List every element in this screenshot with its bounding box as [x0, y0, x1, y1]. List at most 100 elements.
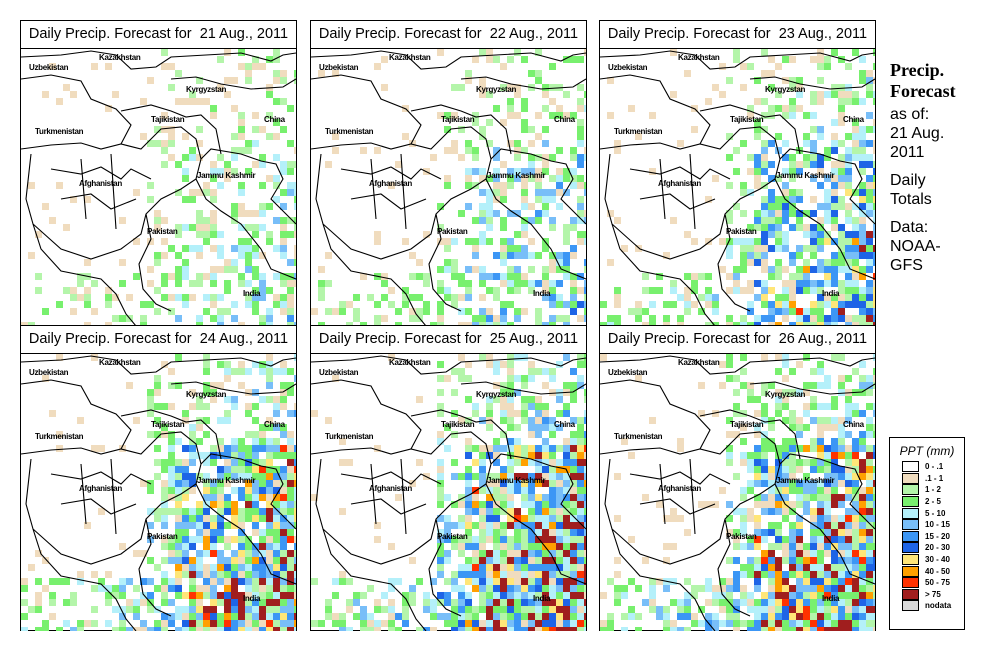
precip-cell	[472, 543, 479, 550]
precip-cell	[238, 620, 245, 627]
precip-cell	[245, 431, 252, 438]
panel-title: Daily Precip. Forecast for 24 Aug., 2011	[21, 326, 296, 354]
precip-cell	[542, 322, 549, 326]
precip-cell	[161, 522, 168, 529]
precip-cell	[402, 599, 409, 606]
caption-daily: Daily	[890, 172, 926, 189]
precip-cell	[500, 196, 507, 203]
precip-cell	[486, 473, 493, 480]
precip-cell	[775, 403, 782, 410]
precip-cell	[161, 294, 168, 301]
precip-cell	[287, 557, 294, 564]
precip-cell	[866, 571, 873, 578]
precip-cell	[84, 196, 91, 203]
precip-cell	[458, 550, 465, 557]
precip-cell	[782, 168, 789, 175]
precip-cell	[803, 487, 810, 494]
precip-cell	[866, 91, 873, 98]
precip-cell	[437, 571, 444, 578]
border-line	[50, 153, 152, 230]
precip-cell	[754, 620, 761, 627]
precip-cell	[754, 424, 761, 431]
precip-cell	[563, 322, 570, 326]
precip-cell	[231, 515, 238, 522]
precip-cell	[535, 501, 542, 508]
precip-cell	[556, 361, 563, 368]
precip-cell	[614, 140, 621, 147]
precip-cell	[294, 466, 296, 473]
precip-cell	[388, 606, 395, 613]
precip-cell	[789, 606, 796, 613]
legend-swatch	[902, 496, 919, 508]
precip-cell	[154, 217, 161, 224]
precip-cell	[733, 203, 740, 210]
precip-cell	[238, 606, 245, 613]
legend-label: > 75	[925, 589, 941, 599]
precip-cell	[196, 396, 203, 403]
precip-cell	[733, 287, 740, 294]
precip-cell	[280, 98, 287, 105]
precip-cell	[245, 266, 252, 273]
precip-cell	[600, 627, 607, 631]
precip-cell	[607, 620, 614, 627]
precip-cell	[203, 585, 210, 592]
precip-cell	[521, 613, 528, 620]
forecast-panel: Daily Precip. Forecast for 25 Aug., 2011…	[310, 325, 587, 631]
precip-cell	[266, 627, 273, 631]
precip-cell	[852, 217, 859, 224]
precip-cell	[584, 494, 586, 501]
precip-cell	[500, 466, 507, 473]
precip-cell	[472, 550, 479, 557]
precip-cell	[521, 375, 528, 382]
precip-cell	[866, 245, 873, 252]
precip-cell	[311, 308, 318, 315]
precip-cell	[556, 175, 563, 182]
precip-cell	[782, 592, 789, 599]
country-label-china: China	[843, 115, 864, 124]
precip-cell	[210, 445, 217, 452]
precip-cell	[259, 557, 266, 564]
precip-cell	[91, 606, 98, 613]
precip-cell	[266, 620, 273, 627]
precip-cell	[866, 431, 873, 438]
precip-cell	[789, 564, 796, 571]
precip-cell	[817, 133, 824, 140]
precip-cell	[782, 266, 789, 273]
precip-cell	[154, 431, 161, 438]
precip-cell	[238, 536, 245, 543]
precip-cell	[374, 231, 381, 238]
precip-cell	[189, 196, 196, 203]
precip-cell	[570, 175, 577, 182]
precip-cell	[670, 543, 677, 550]
precip-cell	[493, 620, 500, 627]
precip-cell	[189, 280, 196, 287]
precip-cell	[500, 315, 507, 322]
precip-cell	[754, 252, 761, 259]
precip-cell	[280, 550, 287, 557]
precip-cell	[514, 571, 521, 578]
precip-cell	[782, 508, 789, 515]
precip-cell	[768, 56, 775, 63]
precip-cell	[374, 620, 381, 627]
precip-cell	[493, 452, 500, 459]
precip-cell	[670, 91, 677, 98]
precip-cell	[493, 592, 500, 599]
precip-cell	[325, 280, 332, 287]
precip-cell	[873, 571, 875, 578]
precip-cell	[866, 473, 873, 480]
border-line	[138, 213, 172, 312]
precip-cell	[817, 529, 824, 536]
precip-cell	[245, 585, 252, 592]
precip-cell	[817, 599, 824, 606]
precip-cell	[259, 287, 266, 294]
precip-cell	[458, 126, 465, 133]
border-line	[749, 76, 875, 90]
precip-cell	[866, 620, 873, 627]
precip-cell	[486, 620, 493, 627]
precip-cell	[705, 273, 712, 280]
border-line	[315, 153, 492, 260]
precip-cell	[280, 473, 287, 480]
precip-cell	[147, 410, 154, 417]
precip-cell	[873, 354, 875, 361]
precip-cell	[726, 322, 733, 326]
